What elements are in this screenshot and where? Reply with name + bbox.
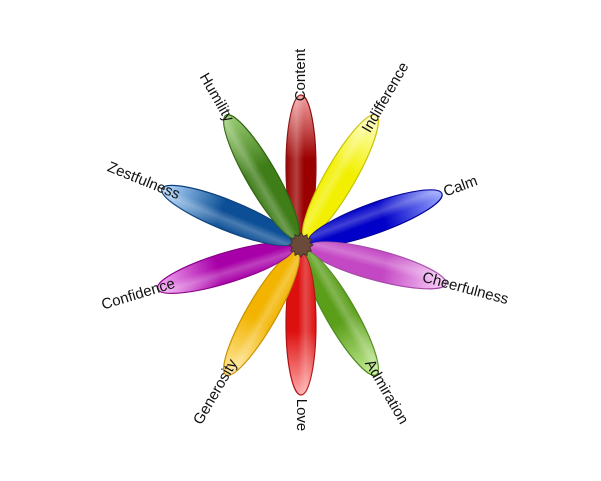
petal-confidence bbox=[156, 242, 295, 294]
petal-love bbox=[285, 252, 317, 396]
label-humility: Humility bbox=[196, 70, 238, 125]
label-confidence: Confidence bbox=[100, 275, 178, 313]
label-love: Love bbox=[293, 399, 310, 432]
petal-highlight-admiration bbox=[302, 251, 379, 376]
petal-highlight-indifference bbox=[302, 114, 379, 239]
petal-highlight-confidence bbox=[157, 242, 294, 294]
label-cheerfulness: Cheerfulness bbox=[420, 269, 510, 308]
label-admiration: Admiration bbox=[361, 357, 412, 428]
petals bbox=[156, 94, 447, 396]
petal-highlight-love bbox=[286, 253, 316, 395]
petal-highlight-humility bbox=[223, 114, 300, 239]
flower-center bbox=[288, 232, 314, 258]
label-indifference: Indifference bbox=[359, 59, 413, 135]
petal-highlight-calm bbox=[308, 189, 443, 247]
petal-highlight-generosity bbox=[223, 251, 300, 376]
petal-highlight-zestfulness bbox=[161, 185, 294, 246]
label-content: Content bbox=[292, 48, 309, 101]
label-calm: Calm bbox=[441, 172, 480, 200]
center-hub bbox=[288, 232, 314, 258]
label-zestfulness: Zestfulness bbox=[105, 159, 182, 203]
petal-highlight-cheerfulness bbox=[308, 242, 446, 289]
petal-highlight-content bbox=[286, 95, 316, 237]
label-generosity: Generosity bbox=[190, 356, 241, 428]
petal-content bbox=[285, 94, 317, 238]
petal-admiration bbox=[302, 250, 379, 376]
